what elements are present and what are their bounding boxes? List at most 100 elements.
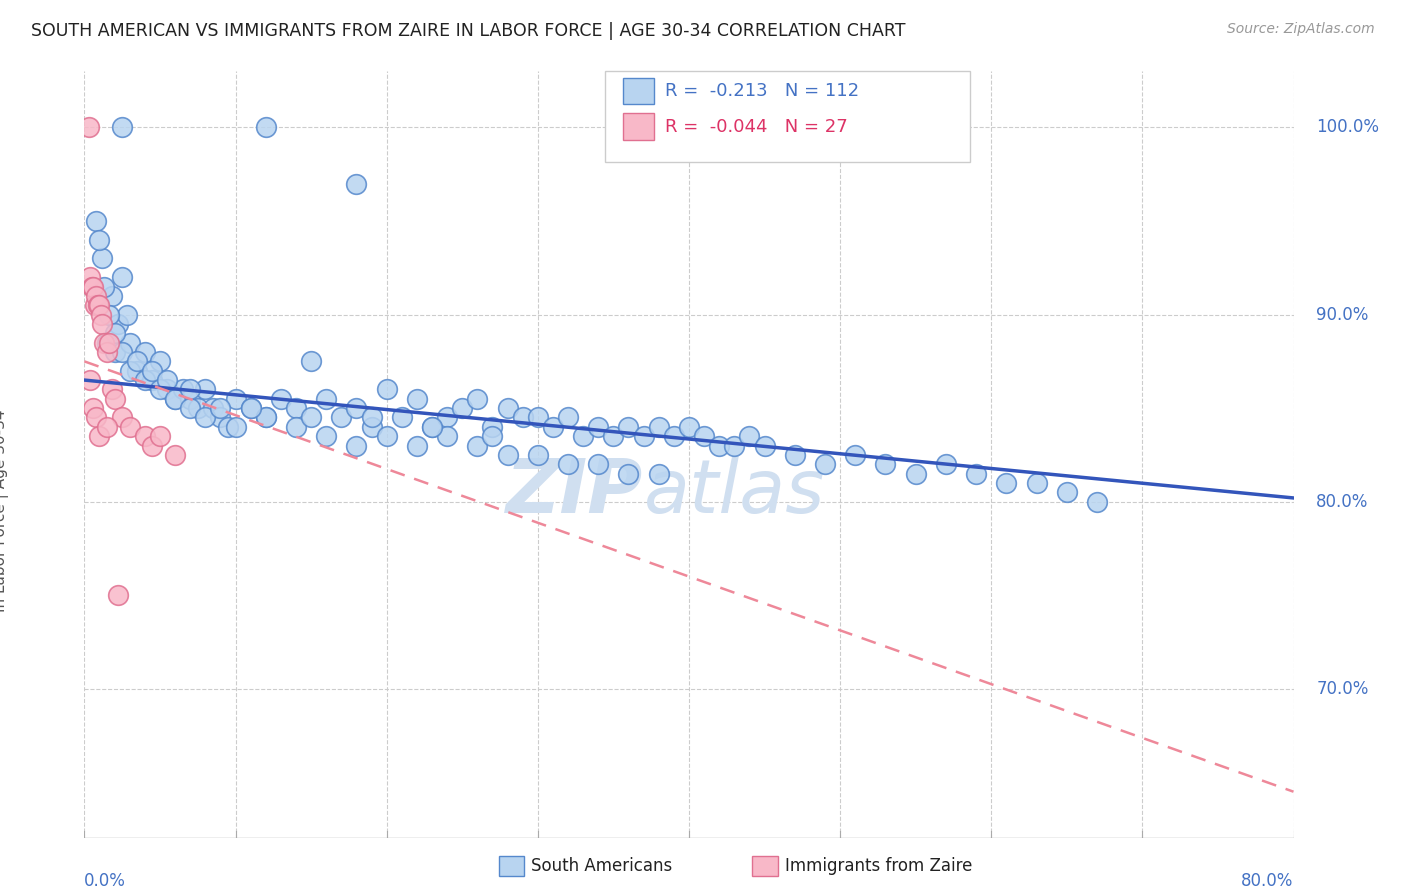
- Text: In Labor Force | Age 30-34: In Labor Force | Age 30-34: [0, 409, 10, 612]
- Text: Immigrants from Zaire: Immigrants from Zaire: [785, 857, 972, 875]
- Text: 80.0%: 80.0%: [1316, 492, 1368, 511]
- Point: [375, 383, 398, 397]
- Text: R =  -0.213   N = 112: R = -0.213 N = 112: [665, 82, 859, 100]
- Point: [104, 326, 127, 341]
- Point: [209, 410, 232, 425]
- Point: [285, 401, 308, 416]
- Point: [93, 279, 115, 293]
- Point: [270, 392, 292, 406]
- Point: [346, 439, 368, 453]
- Point: [527, 410, 550, 425]
- Point: [935, 457, 957, 471]
- Point: [96, 345, 118, 359]
- Text: 80.0%: 80.0%: [1241, 872, 1294, 890]
- Point: [481, 429, 503, 443]
- Point: [97, 308, 120, 322]
- Point: [134, 429, 156, 443]
- Point: [156, 383, 179, 397]
- Point: [127, 364, 149, 378]
- Point: [134, 373, 156, 387]
- Point: [118, 364, 141, 378]
- Point: [141, 373, 163, 387]
- Point: [693, 429, 716, 443]
- Point: [111, 410, 134, 425]
- Point: [572, 429, 595, 443]
- Point: [239, 401, 262, 416]
- Point: [149, 354, 172, 368]
- Point: [115, 308, 138, 322]
- Point: [299, 410, 322, 425]
- Point: [496, 448, 519, 462]
- Point: [100, 289, 122, 303]
- Point: [588, 420, 610, 434]
- Point: [239, 401, 262, 416]
- Point: [84, 298, 107, 312]
- Point: [602, 429, 624, 443]
- Point: [93, 335, 115, 350]
- Point: [738, 429, 761, 443]
- Point: [254, 410, 277, 425]
- Point: [648, 467, 671, 481]
- Point: [481, 420, 503, 434]
- Point: [118, 335, 141, 350]
- Point: [285, 420, 308, 434]
- Point: [187, 401, 209, 416]
- Point: [86, 410, 108, 425]
- Point: [723, 439, 745, 453]
- Point: [111, 345, 134, 359]
- Point: [330, 410, 353, 425]
- Point: [201, 401, 224, 416]
- Point: [617, 420, 640, 434]
- Text: 0.0%: 0.0%: [84, 872, 127, 890]
- Point: [406, 392, 429, 406]
- Point: [165, 392, 187, 406]
- Point: [648, 420, 671, 434]
- Point: [783, 448, 806, 462]
- Point: [678, 420, 700, 434]
- Point: [82, 279, 104, 293]
- Point: [87, 298, 110, 312]
- Point: [557, 410, 579, 425]
- Point: [165, 448, 187, 462]
- Text: ZIP: ZIP: [506, 456, 644, 529]
- Point: [557, 457, 579, 471]
- Point: [406, 439, 429, 453]
- Point: [127, 354, 149, 368]
- Point: [225, 392, 247, 406]
- Point: [1025, 475, 1047, 490]
- Point: [149, 383, 172, 397]
- Point: [179, 392, 201, 406]
- Point: [86, 289, 108, 303]
- Point: [89, 298, 111, 312]
- Point: [100, 383, 122, 397]
- Point: [89, 429, 111, 443]
- Text: 70.0%: 70.0%: [1316, 680, 1368, 698]
- Point: [360, 420, 382, 434]
- Point: [844, 448, 866, 462]
- Point: [436, 410, 458, 425]
- Point: [965, 467, 987, 481]
- Point: [134, 345, 156, 359]
- Point: [107, 588, 129, 602]
- Point: [89, 233, 111, 247]
- Point: [77, 120, 100, 135]
- Point: [299, 354, 322, 368]
- Point: [875, 457, 897, 471]
- Point: [104, 345, 127, 359]
- Point: [165, 392, 187, 406]
- Point: [80, 279, 103, 293]
- Point: [254, 120, 277, 135]
- Point: [451, 401, 474, 416]
- Point: [420, 420, 443, 434]
- Point: [97, 335, 120, 350]
- Point: [995, 475, 1018, 490]
- Point: [194, 383, 217, 397]
- Point: [96, 420, 118, 434]
- Point: [662, 429, 685, 443]
- Point: [588, 457, 610, 471]
- Point: [512, 410, 534, 425]
- Point: [118, 420, 141, 434]
- Point: [904, 467, 927, 481]
- Point: [86, 214, 108, 228]
- Point: [754, 439, 776, 453]
